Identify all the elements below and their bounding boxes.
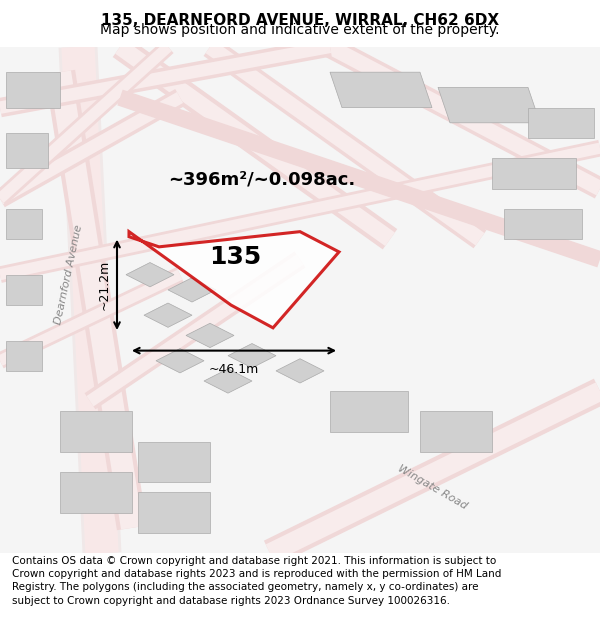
- Text: Wingate Road: Wingate Road: [395, 463, 469, 511]
- Text: 135, DEARNFORD AVENUE, WIRRAL, CH62 6DX: 135, DEARNFORD AVENUE, WIRRAL, CH62 6DX: [101, 13, 499, 28]
- Polygon shape: [6, 72, 60, 107]
- Polygon shape: [420, 411, 492, 452]
- Polygon shape: [126, 262, 174, 287]
- Text: Contains OS data © Crown copyright and database right 2021. This information is : Contains OS data © Crown copyright and d…: [12, 556, 502, 606]
- Polygon shape: [60, 411, 132, 452]
- Text: ~21.2m: ~21.2m: [98, 260, 111, 310]
- Polygon shape: [330, 72, 432, 107]
- Polygon shape: [204, 369, 252, 393]
- Polygon shape: [144, 303, 192, 328]
- Polygon shape: [138, 492, 210, 533]
- Polygon shape: [438, 88, 540, 122]
- Polygon shape: [330, 391, 408, 432]
- Polygon shape: [138, 442, 210, 483]
- Polygon shape: [186, 323, 234, 348]
- Polygon shape: [156, 349, 204, 373]
- Polygon shape: [6, 209, 42, 239]
- Polygon shape: [60, 472, 132, 512]
- Polygon shape: [6, 275, 42, 305]
- Polygon shape: [6, 133, 48, 168]
- Polygon shape: [6, 341, 42, 371]
- Text: Map shows position and indicative extent of the property.: Map shows position and indicative extent…: [100, 22, 500, 36]
- Polygon shape: [276, 359, 324, 383]
- Polygon shape: [129, 232, 339, 328]
- Text: ~396m²/~0.098ac.: ~396m²/~0.098ac.: [168, 171, 355, 189]
- Polygon shape: [228, 344, 276, 368]
- Polygon shape: [492, 158, 576, 189]
- Polygon shape: [528, 107, 594, 138]
- Polygon shape: [168, 278, 216, 302]
- Text: 135: 135: [209, 244, 261, 269]
- Polygon shape: [504, 209, 582, 239]
- Text: ~46.1m: ~46.1m: [209, 363, 259, 376]
- Text: Dearnford Avenue: Dearnford Avenue: [53, 224, 85, 326]
